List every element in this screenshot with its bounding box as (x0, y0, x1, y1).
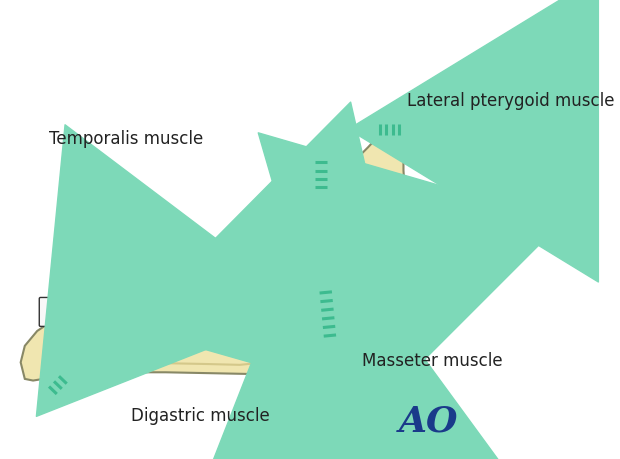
FancyBboxPatch shape (239, 287, 257, 307)
FancyBboxPatch shape (174, 280, 197, 305)
FancyBboxPatch shape (128, 278, 149, 302)
Ellipse shape (394, 113, 420, 129)
FancyBboxPatch shape (151, 279, 173, 303)
FancyBboxPatch shape (73, 286, 90, 315)
FancyBboxPatch shape (219, 285, 237, 306)
Text: Masseter muscle: Masseter muscle (362, 352, 503, 369)
Text: Lateral pterygoid muscle: Lateral pterygoid muscle (407, 92, 614, 110)
Polygon shape (20, 112, 426, 381)
Text: Digastric muscle: Digastric muscle (131, 407, 269, 425)
Text: AO: AO (399, 405, 458, 439)
FancyBboxPatch shape (39, 297, 56, 326)
Text: Temporalis muscle: Temporalis muscle (48, 130, 203, 148)
FancyBboxPatch shape (198, 283, 219, 306)
FancyBboxPatch shape (273, 292, 289, 308)
FancyBboxPatch shape (108, 279, 127, 304)
FancyBboxPatch shape (56, 291, 73, 321)
FancyBboxPatch shape (89, 282, 106, 309)
FancyBboxPatch shape (256, 290, 273, 308)
